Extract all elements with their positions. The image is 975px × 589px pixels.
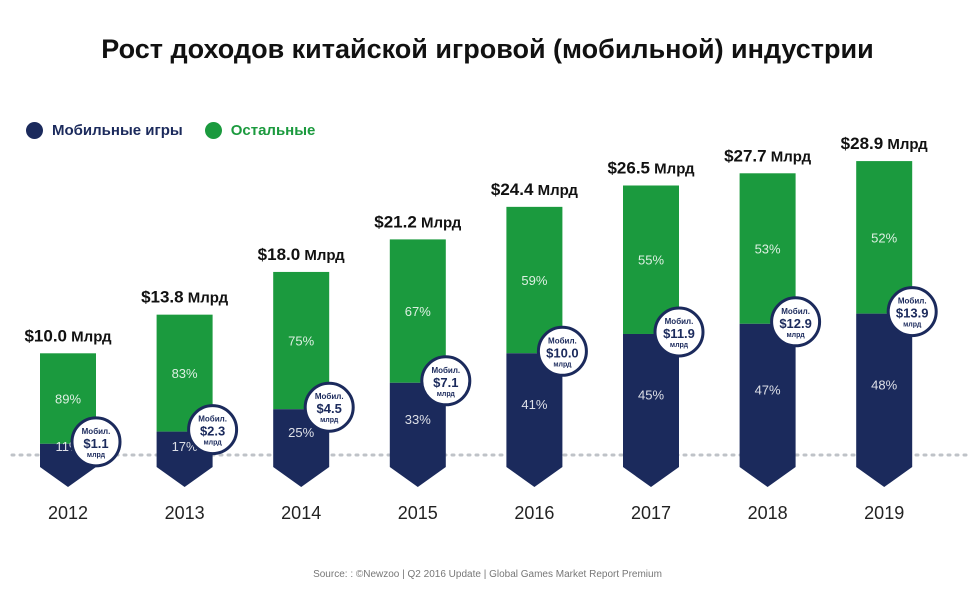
total-label-2016: $24.4 Млрд <box>491 180 579 199</box>
total-label-2019: $28.9 Млрд <box>841 134 929 153</box>
mobile-badge-value-2014: $4.5 <box>317 401 342 416</box>
year-label-2017: 2017 <box>631 503 671 523</box>
percent-other-2012: 89% <box>55 392 81 407</box>
legend-item-other: Остальные <box>204 121 316 139</box>
mobile-badge-unit-2014: млрд <box>320 417 339 424</box>
total-label-2012: $10.0 Млрд <box>24 326 112 345</box>
mobile-badge-value-2019: $13.9 <box>896 306 929 321</box>
percent-mobile-2017: 45% <box>638 387 664 402</box>
year-label-2015: 2015 <box>398 503 438 523</box>
mobile-badge-2019 <box>886 286 938 338</box>
mobile-badge-2012 <box>70 416 122 468</box>
mobile-badge-unit-2013: млрд <box>204 440 223 447</box>
year-label-2013: 2013 <box>165 503 205 523</box>
mobile-badge-2015 <box>420 355 472 407</box>
legend-label-other: Остальные <box>230 121 316 139</box>
mobile-badge-top-2013: Мобил. <box>198 415 227 424</box>
total-label-2018: $27.7 Млрд <box>724 146 812 165</box>
mobile-badge-unit-2015: млрд <box>437 391 456 398</box>
mobile-badge-value-2017: $11.9 <box>663 326 695 341</box>
bar-arrow-2018 <box>739 455 796 487</box>
bar-arrow-2017 <box>623 455 679 487</box>
mobile-badge-top-2018: Мобил. <box>781 307 810 316</box>
percent-other-2017: 55% <box>638 253 664 268</box>
total-label-2013: $13.8 Млрд <box>141 288 229 307</box>
percent-mobile-2015: 33% <box>405 412 431 427</box>
source-note: Source: : ©Newzoo | Q2 2016 Update | Glo… <box>313 569 662 580</box>
year-label-2014: 2014 <box>281 503 321 523</box>
total-label-2015: $21.2 Млрд <box>374 212 462 231</box>
percent-other-2014: 75% <box>288 334 314 349</box>
mobile-badge-value-2015: $7.1 <box>433 375 458 390</box>
percent-other-2015: 67% <box>405 304 431 319</box>
percent-mobile-2014: 25% <box>288 425 314 440</box>
percent-other-2019: 52% <box>871 230 897 245</box>
mobile-badge-2018 <box>770 296 822 348</box>
legend-swatch-mobile <box>26 121 43 139</box>
mobile-badge-2016 <box>536 325 588 377</box>
legend-label-mobile: Мобильные игры <box>52 121 183 139</box>
mobile-badge-2014 <box>303 381 355 433</box>
mobile-badge-2017 <box>653 306 705 358</box>
percent-mobile-2019: 48% <box>871 377 897 392</box>
bar-arrow-2019 <box>856 455 913 487</box>
year-label-2016: 2016 <box>514 503 554 523</box>
percent-mobile-2016: 41% <box>521 397 547 412</box>
mobile-badge-top-2015: Мобил. <box>431 366 460 375</box>
mobile-badge-value-2013: $2.3 <box>200 424 225 439</box>
legend: Мобильные игры Остальные <box>26 120 337 140</box>
total-label-2017: $26.5 Млрд <box>607 158 695 177</box>
bar-mobile-2012 <box>40 443 96 455</box>
mobile-badge-unit-2019: млрд <box>903 322 922 329</box>
bar-arrow-2014 <box>273 455 330 487</box>
year-label-2018: 2018 <box>748 503 788 523</box>
mobile-badge-unit-2016: млрд <box>553 361 572 368</box>
mobile-badge-top-2016: Мобил. <box>548 336 577 345</box>
bar-chart: $10.0 Млрд89%11%Мобил.$1.1млрд2012$13.8 … <box>10 134 970 523</box>
legend-item-mobile: Мобильные игры <box>26 121 183 139</box>
year-label-2012: 2012 <box>48 503 88 523</box>
mobile-badge-unit-2018: млрд <box>787 332 806 339</box>
mobile-badge-top-2019: Мобил. <box>898 297 927 306</box>
percent-other-2013: 83% <box>172 366 198 381</box>
mobile-badge-top-2017: Мобил. <box>665 317 694 326</box>
mobile-badge-value-2016: $10.0 <box>546 345 579 360</box>
percent-mobile-2018: 47% <box>755 382 781 397</box>
mobile-badge-2013 <box>187 404 239 456</box>
total-label-2014: $18.0 Млрд <box>258 245 346 264</box>
mobile-badge-top-2012: Мобил. <box>82 427 111 436</box>
mobile-badge-value-2018: $12.9 <box>779 316 812 331</box>
bar-mobile-2018 <box>739 323 796 455</box>
mobile-badge-unit-2012: млрд <box>87 452 106 459</box>
chart-title: Рост доходов китайской игровой (мобильно… <box>101 34 874 64</box>
mobile-badge-value-2012: $1.1 <box>83 436 108 451</box>
bar-arrow-2013 <box>156 455 213 487</box>
bar-arrow-2015 <box>389 455 446 487</box>
mobile-badge-unit-2017: млрд <box>670 342 689 349</box>
percent-other-2016: 59% <box>521 273 547 288</box>
legend-swatch-other <box>204 121 222 139</box>
year-label-2019: 2019 <box>864 503 904 523</box>
bar-mobile-2019 <box>856 313 913 455</box>
percent-other-2018: 53% <box>755 242 781 257</box>
bar-arrow-2016 <box>506 455 563 487</box>
mobile-badge-top-2014: Мобил. <box>315 392 344 401</box>
